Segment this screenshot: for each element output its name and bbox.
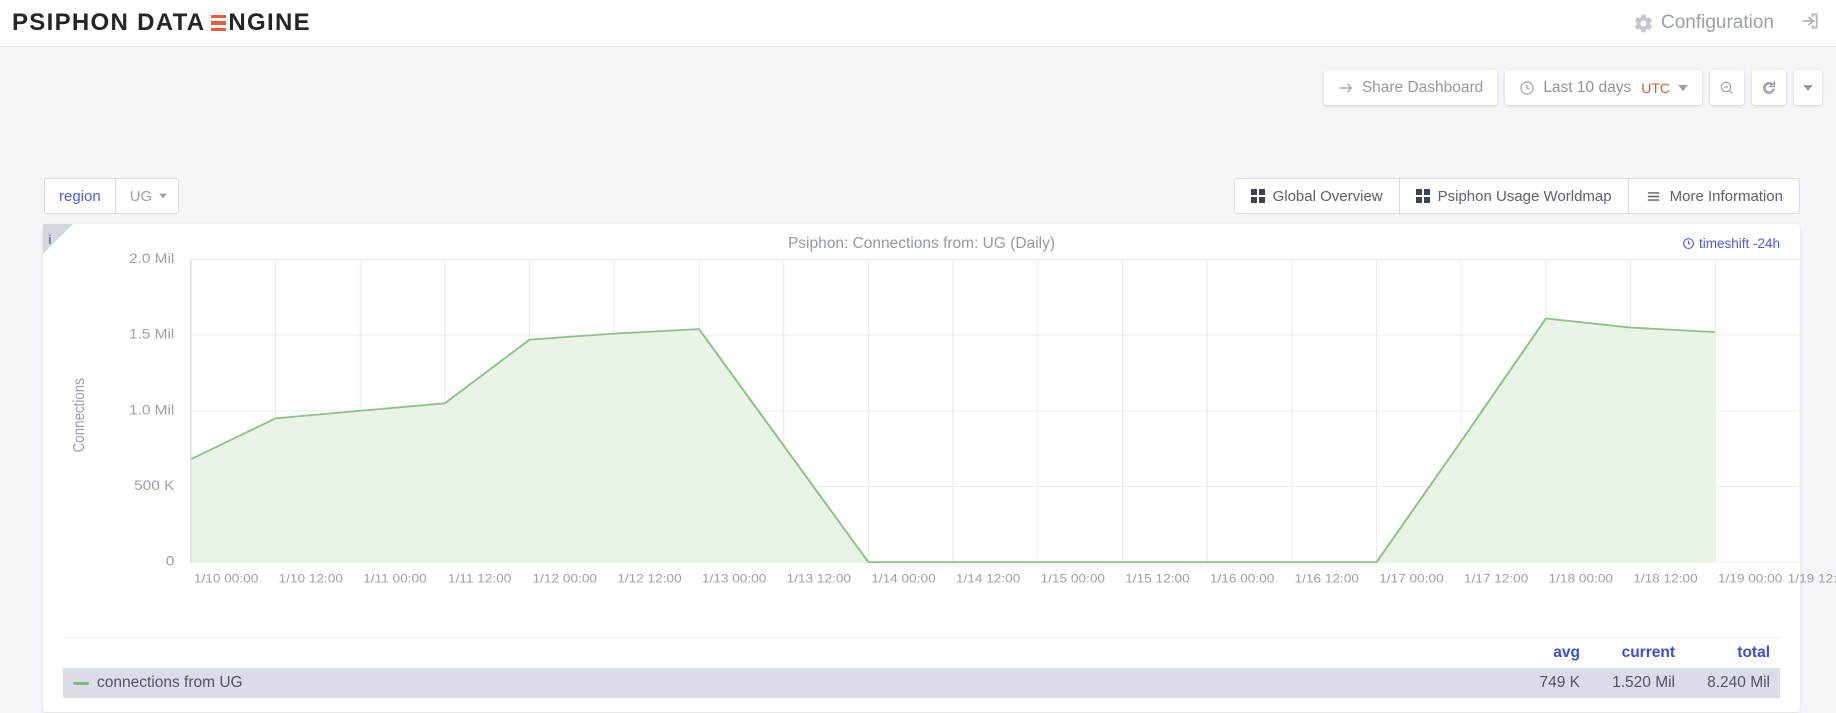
svg-text:1/19 12:00: 1/19 12:00 (1788, 571, 1836, 585)
svg-text:1/15 12:00: 1/15 12:00 (1125, 571, 1189, 585)
svg-text:500 K: 500 K (134, 479, 175, 494)
svg-text:1/17 00:00: 1/17 00:00 (1379, 571, 1443, 585)
svg-text:1/10 00:00: 1/10 00:00 (194, 571, 258, 585)
svg-text:1/14 00:00: 1/14 00:00 (871, 571, 935, 585)
svg-text:1/13 00:00: 1/13 00:00 (702, 571, 766, 585)
svg-text:0: 0 (166, 555, 175, 570)
svg-text:1/11 00:00: 1/11 00:00 (363, 571, 426, 585)
svg-text:1/10 12:00: 1/10 12:00 (279, 571, 343, 585)
svg-text:1/11 12:00: 1/11 12:00 (448, 571, 511, 585)
svg-text:1/17 12:00: 1/17 12:00 (1464, 571, 1528, 585)
svg-text:1/14 12:00: 1/14 12:00 (956, 571, 1020, 585)
svg-text:1/15 00:00: 1/15 00:00 (1041, 571, 1105, 585)
svg-text:1.0 Mil: 1.0 Mil (129, 403, 174, 418)
svg-text:1/13 12:00: 1/13 12:00 (787, 571, 851, 585)
svg-text:1/16 12:00: 1/16 12:00 (1295, 571, 1359, 585)
svg-text:1/18 00:00: 1/18 00:00 (1549, 571, 1613, 585)
svg-text:2.0 Mil: 2.0 Mil (129, 252, 174, 267)
svg-text:1/16 00:00: 1/16 00:00 (1210, 571, 1274, 585)
svg-text:1/19 00:00: 1/19 00:00 (1718, 571, 1782, 585)
svg-text:1.5 Mil: 1.5 Mil (129, 328, 174, 343)
svg-text:1/18 12:00: 1/18 12:00 (1633, 571, 1697, 585)
svg-text:Connections: Connections (71, 378, 88, 452)
svg-text:1/12 00:00: 1/12 00:00 (533, 571, 597, 585)
svg-text:1/12 12:00: 1/12 12:00 (617, 571, 681, 585)
